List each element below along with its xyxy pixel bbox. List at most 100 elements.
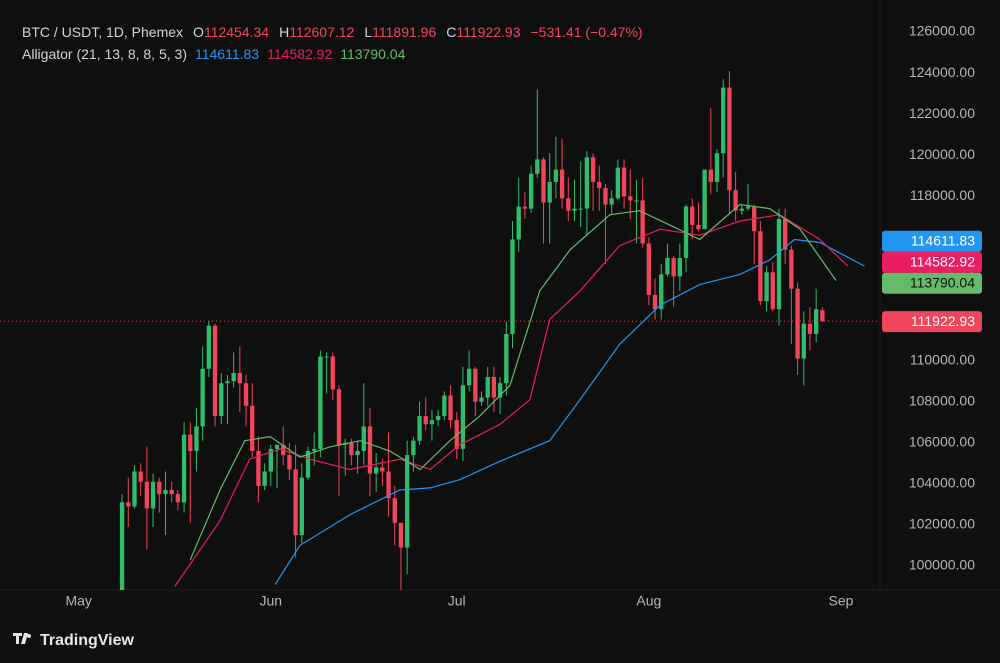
candle-body [262, 471, 267, 486]
candle-body [212, 325, 218, 417]
candle-body [820, 310, 825, 322]
candle-body [411, 440, 416, 456]
candle-body [398, 522, 404, 548]
candle-body [163, 489, 168, 495]
plot-area [0, 71, 880, 590]
x-tick-label: May [65, 593, 91, 609]
candle-body [250, 405, 255, 451]
candle-body [243, 383, 249, 406]
y-tick-label: 122000.00 [909, 105, 975, 121]
x-tick-label: Sep [828, 593, 853, 609]
ohlc-label: L [364, 24, 372, 40]
candle-body [677, 257, 682, 277]
candle-body [336, 389, 342, 445]
indicator-line: Alligator (21, 13, 8, 8, 5, 3) 114611.83 1… [22, 46, 406, 62]
candle-body [547, 181, 552, 203]
candle-body [566, 198, 571, 211]
candle-body [690, 206, 695, 226]
candle-body [119, 502, 125, 590]
candle-body [776, 218, 782, 310]
candle-body [764, 272, 769, 302]
candle-body [200, 368, 205, 427]
candle-body [380, 467, 385, 472]
candle-body [721, 87, 726, 154]
y-tick-label: 126000.00 [909, 23, 975, 39]
candle-body [417, 416, 422, 441]
candle-body [770, 272, 775, 310]
candle-body [727, 87, 732, 191]
candle-body [628, 196, 633, 201]
candle-body [429, 420, 435, 425]
candle-body [807, 323, 813, 334]
ohlc-value: 112454.34 [204, 24, 269, 40]
candle-body [491, 377, 497, 398]
price-badge [882, 230, 982, 252]
candle-body [386, 471, 391, 499]
candle-body [256, 450, 261, 486]
candle-body [671, 257, 676, 277]
candle-body [312, 448, 317, 451]
indicator-value: 114611.83 [195, 46, 259, 62]
y-tick-label: 102000.00 [909, 516, 975, 532]
candle-body [535, 159, 540, 174]
candle-body [466, 368, 472, 386]
candle-body [157, 481, 162, 495]
candle-body [460, 385, 466, 449]
candle-body [138, 471, 143, 482]
y-tick-label: 108000.00 [909, 392, 975, 408]
y-tick-label: 100000.00 [909, 557, 975, 573]
candle-body [293, 469, 298, 536]
candle-body [590, 157, 596, 182]
candle-body [435, 416, 441, 421]
y-tick-label: 118000.00 [910, 187, 975, 203]
ohlc-value: 111891.96 [372, 24, 436, 40]
candle-body [144, 481, 150, 509]
candle-body [175, 494, 181, 503]
x-tick-label: Jun [260, 593, 283, 609]
logo: TradingView [13, 632, 135, 649]
candle-body [559, 169, 565, 199]
ohlc-value: 111922.93 [456, 24, 520, 40]
candle-body [349, 442, 354, 456]
candle-body [572, 208, 577, 211]
candle-body [783, 218, 788, 250]
candle-body [448, 395, 453, 421]
candle-body [479, 397, 484, 402]
candle-body [305, 450, 311, 478]
candle-body [528, 173, 534, 209]
overlay: 100000.00 102000.00 104000.00 106000.00 1080… [22, 23, 982, 609]
candle-body [714, 153, 720, 182]
candle-body [603, 188, 608, 205]
candle-body [758, 231, 763, 302]
alligator-line [189, 203, 837, 561]
price-badge [882, 272, 982, 294]
ohlc-label: O [193, 24, 204, 40]
candle-body [188, 434, 193, 451]
candle-body [510, 239, 515, 334]
candle-body [194, 426, 199, 451]
candle-body [367, 426, 373, 474]
candle-body [318, 356, 323, 449]
candle-body [795, 288, 800, 359]
candle-body [497, 383, 503, 398]
candle-body [237, 372, 242, 384]
candle-body [392, 498, 397, 523]
y-tick-label: 106000.00 [909, 433, 975, 449]
candle-body [733, 190, 738, 211]
candle-body [621, 167, 627, 197]
candle-body [324, 356, 329, 358]
candle-body [745, 206, 751, 209]
price-badge-label: 113790.04 [910, 274, 975, 290]
candle-body [206, 325, 212, 369]
candle-body [374, 467, 379, 474]
candle-body [739, 208, 744, 211]
candle-body [578, 208, 583, 210]
indicator-value: 113790.04 [340, 46, 405, 62]
alligator-line [274, 238, 865, 585]
price-badge-label: 114582.92 [910, 253, 975, 269]
candle-body [553, 169, 559, 182]
logo-icon [13, 633, 32, 644]
candle-body [274, 444, 280, 449]
candle-body [609, 198, 614, 205]
